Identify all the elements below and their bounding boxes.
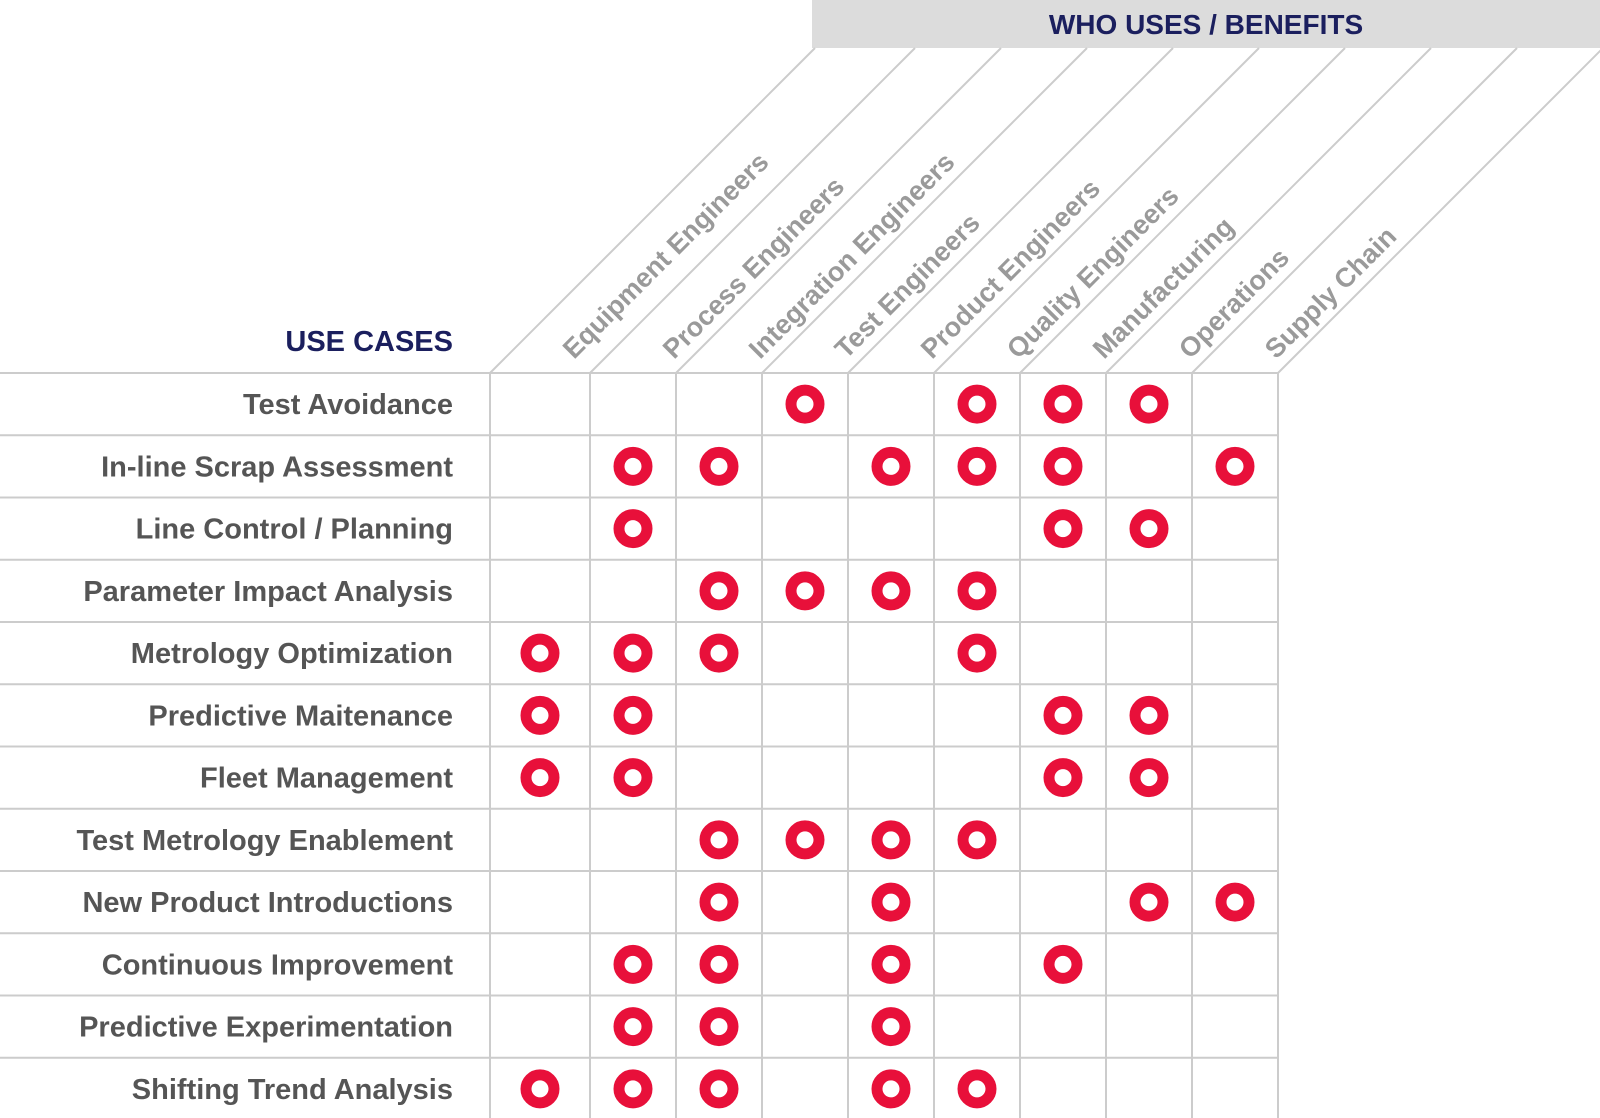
use-case-label: Line Control / Planning xyxy=(136,514,453,546)
usage-mark xyxy=(699,633,739,673)
usage-mark xyxy=(613,944,653,984)
usage-mark xyxy=(957,384,997,424)
use-case-label: Test Avoidance xyxy=(243,389,453,421)
who-uses-title: WHO USES / BENEFITS xyxy=(1049,9,1363,40)
usage-mark xyxy=(520,1069,560,1109)
usage-mark xyxy=(957,820,997,860)
usage-mark xyxy=(1129,509,1169,549)
header-diagonal-line xyxy=(1105,47,1432,374)
usage-mark xyxy=(1043,384,1083,424)
usage-mark xyxy=(1043,758,1083,798)
usage-mark xyxy=(699,820,739,860)
usage-mark xyxy=(520,695,560,735)
role-label: Supply Chain xyxy=(1259,221,1402,364)
usage-mark xyxy=(957,633,997,673)
usage-mark xyxy=(871,571,911,611)
usage-mark xyxy=(613,1069,653,1109)
usage-mark xyxy=(957,1069,997,1109)
header-diagonal-line xyxy=(1277,49,1600,374)
usage-mark xyxy=(699,1007,739,1047)
header-diagonal-line xyxy=(933,47,1260,374)
usage-mark xyxy=(699,1069,739,1109)
header-diagonal-line xyxy=(1191,47,1518,374)
usage-mark xyxy=(1215,446,1255,486)
usage-mark xyxy=(871,1007,911,1047)
usage-mark xyxy=(1215,882,1255,922)
use-case-label: Metrology Optimization xyxy=(131,638,453,670)
usage-mark xyxy=(871,882,911,922)
usage-mark xyxy=(699,882,739,922)
usage-mark xyxy=(785,384,825,424)
use-case-label: Shifting Trend Analysis xyxy=(132,1074,453,1106)
use-case-label: Parameter Impact Analysis xyxy=(83,576,453,608)
usage-mark xyxy=(1043,695,1083,735)
use-case-labels: Test Avoidance In-line Scrap Assessment Li… xyxy=(76,389,453,1106)
usage-mark xyxy=(613,695,653,735)
usage-mark xyxy=(871,1069,911,1109)
usage-mark xyxy=(613,446,653,486)
use-case-label: In-line Scrap Assessment xyxy=(101,451,453,483)
usage-mark xyxy=(1043,944,1083,984)
header-diagonal-line xyxy=(1019,47,1346,374)
usage-mark xyxy=(699,571,739,611)
header-diagonal-line xyxy=(589,47,916,374)
usage-mark xyxy=(1043,446,1083,486)
usage-mark xyxy=(699,944,739,984)
usage-mark xyxy=(1129,882,1169,922)
header-diagonal-line xyxy=(675,47,1002,374)
usage-mark xyxy=(520,633,560,673)
usage-mark xyxy=(1129,758,1169,798)
usage-mark xyxy=(1043,509,1083,549)
usage-mark xyxy=(871,446,911,486)
grid-lines xyxy=(0,47,1600,1118)
usage-mark xyxy=(957,571,997,611)
role-label: Equipment Engineers xyxy=(557,147,774,364)
use-cases-title: USE CASES xyxy=(285,326,453,358)
role-label: Test Engineers xyxy=(829,208,986,365)
header-diagonal-line xyxy=(489,47,816,374)
usage-mark xyxy=(613,1007,653,1047)
usage-mark xyxy=(699,446,739,486)
usage-mark xyxy=(957,446,997,486)
usage-mark xyxy=(1129,695,1169,735)
use-case-label: New Product Introductions xyxy=(82,887,453,919)
who-uses-header-band xyxy=(812,0,1600,48)
usage-mark xyxy=(520,758,560,798)
use-case-label: Test Metrology Enablement xyxy=(76,825,453,857)
header-diagonal-line xyxy=(847,47,1174,374)
usage-mark xyxy=(785,820,825,860)
usage-mark xyxy=(1129,384,1169,424)
usage-mark xyxy=(613,758,653,798)
usage-mark xyxy=(871,820,911,860)
use-case-label: Predictive Experimentation xyxy=(79,1012,453,1044)
usage-mark xyxy=(785,571,825,611)
usage-mark xyxy=(871,944,911,984)
use-case-label: Predictive Maitenance xyxy=(148,700,453,732)
use-case-label: Fleet Management xyxy=(200,763,453,795)
usage-mark xyxy=(613,509,653,549)
use-case-label: Continuous Improvement xyxy=(102,949,454,981)
usage-mark xyxy=(613,633,653,673)
usage-marks xyxy=(520,384,1255,1109)
header-diagonal-line xyxy=(761,47,1088,374)
